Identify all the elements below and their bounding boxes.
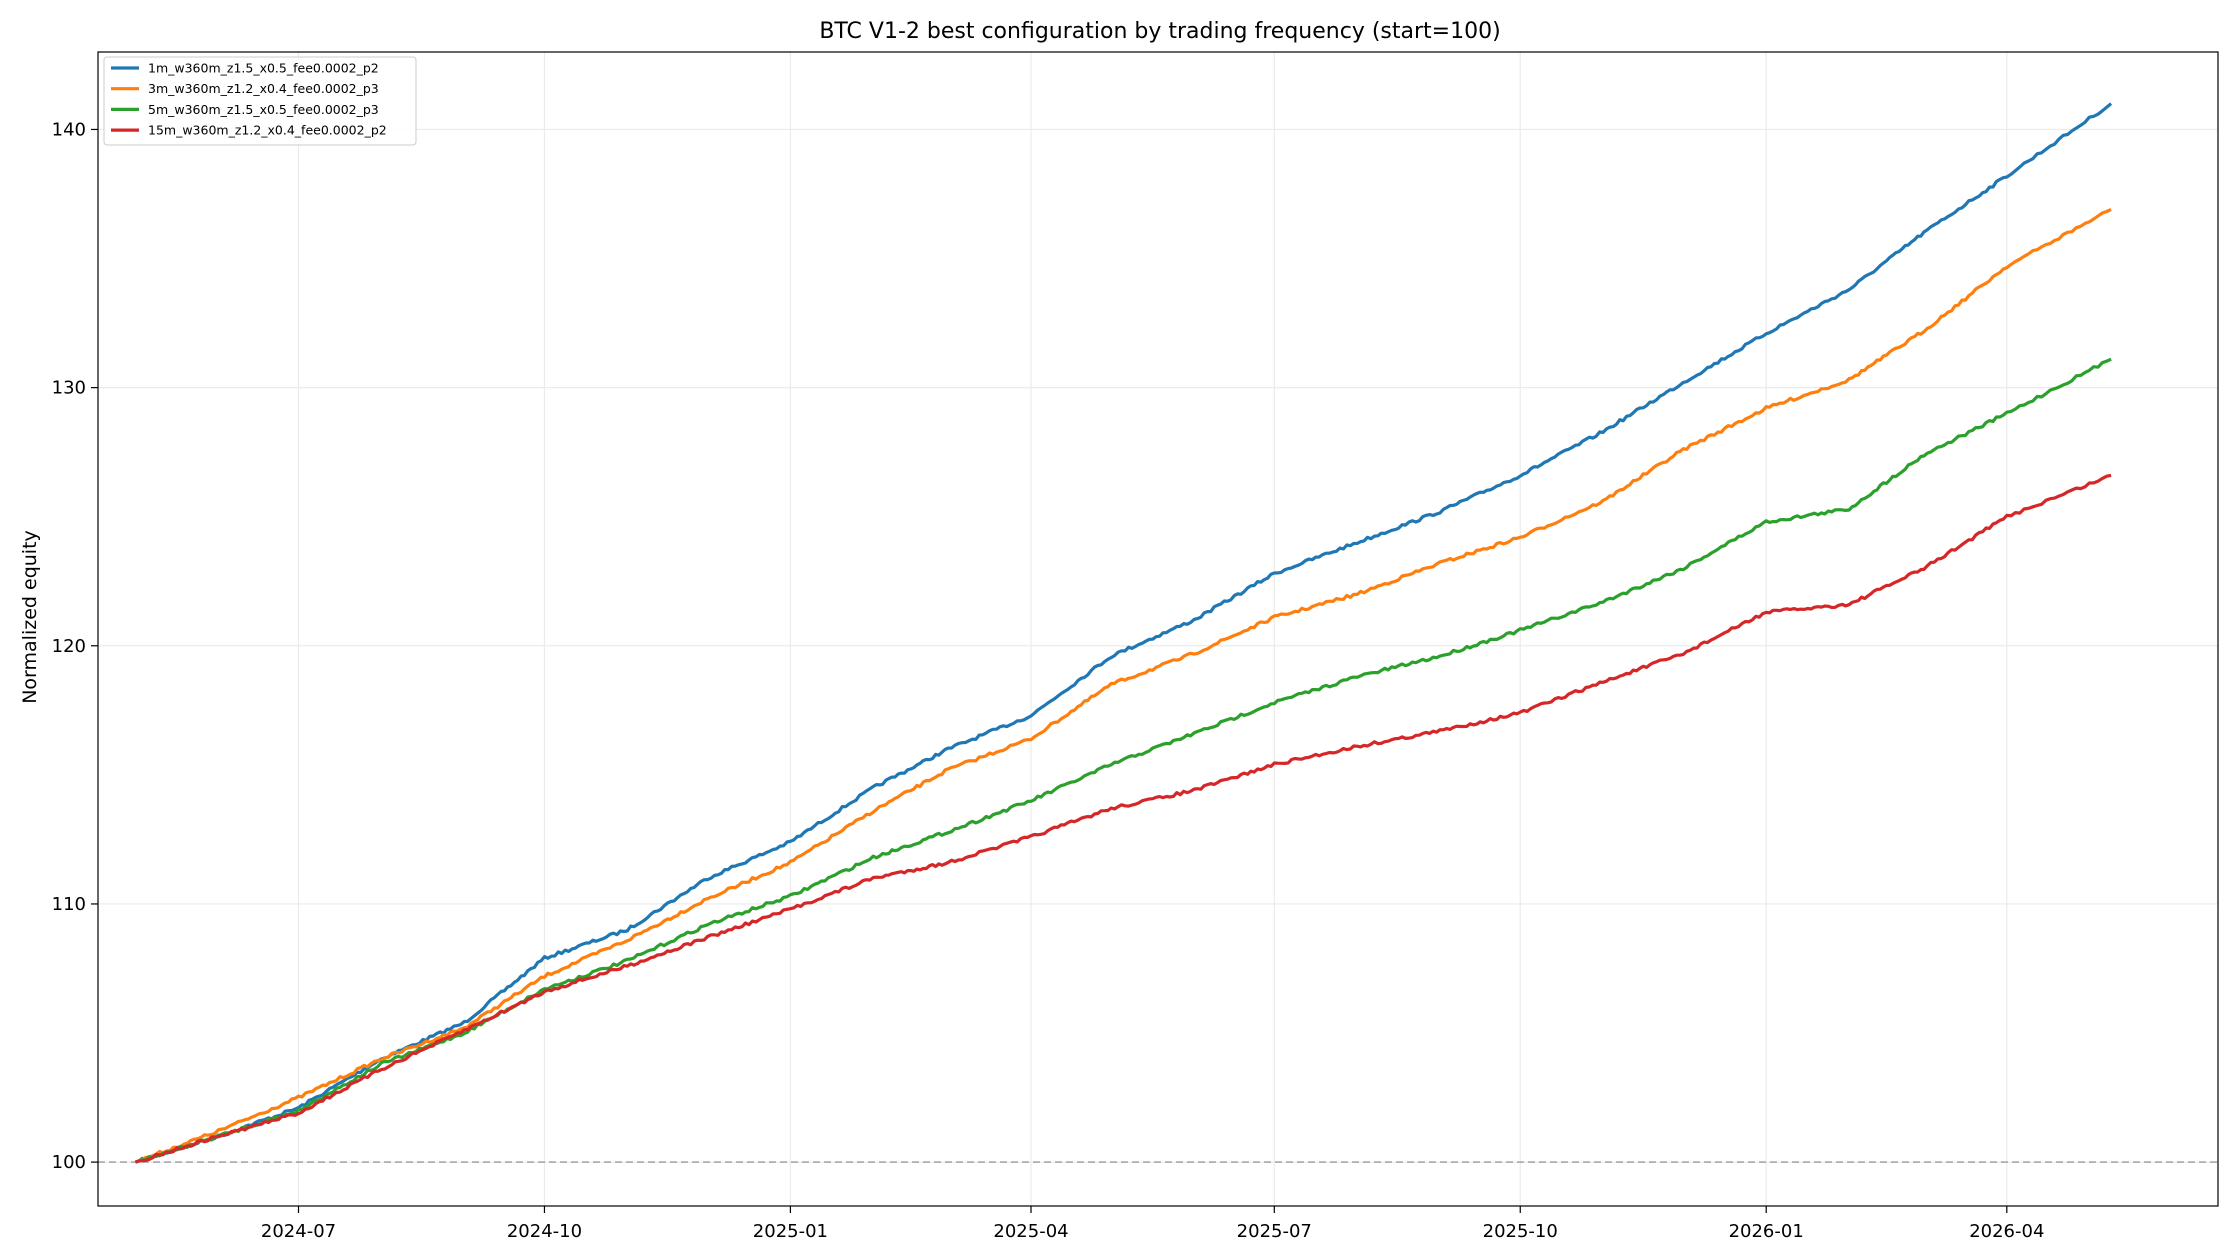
x-tick-label: 2025-01 [753,1221,828,1242]
legend: 1m_w360m_z1.5_x0.5_fee0.0002_p2 3m_w360m_… [103,56,417,146]
y-tick-label: 130 [52,378,86,399]
chart-title: BTC V1-2 best configuration by trading f… [819,19,1500,44]
series-line [134,102,2113,1164]
plot-area-frame [97,51,2219,1207]
x-tick-label: 2024-10 [507,1221,582,1242]
x-tick-label: 2024-07 [261,1221,336,1242]
series-line [134,473,2112,1164]
x-tick-label: 2026-04 [1969,1221,2044,1242]
grid-lines [98,52,2218,1206]
y-axis-label: Normalized equity [19,530,41,704]
legend-label: 1m_w360m_z1.5_x0.5_fee0.0002_p2 [148,61,379,76]
series-layer [134,102,2113,1164]
legend-label: 5m_w360m_z1.5_x0.5_fee0.0002_p3 [148,102,379,117]
legend-label: 15m_w360m_z1.2_x0.4_fee0.0002_p2 [148,123,387,138]
series-line [134,208,2112,1164]
x-axis: 2024-07 2024-10 2025-01 2025-04 2025-07 2025-… [261,1206,2044,1242]
legend-label: 3m_w360m_z1.2_x0.4_fee0.0002_p3 [148,81,379,96]
legend-box [103,56,417,146]
y-tick-label: 140 [52,119,86,140]
series-line [134,357,2112,1164]
y-axis: 100 110 120 130 140 [52,119,98,1173]
x-tick-label: 2026-01 [1729,1221,1804,1242]
y-tick-label: 120 [52,636,86,657]
y-tick-label: 110 [52,894,86,915]
x-tick-label: 2025-07 [1237,1221,1312,1242]
x-tick-label: 2025-10 [1483,1221,1558,1242]
y-tick-label: 100 [52,1152,86,1173]
x-tick-label: 2025-04 [993,1221,1068,1242]
